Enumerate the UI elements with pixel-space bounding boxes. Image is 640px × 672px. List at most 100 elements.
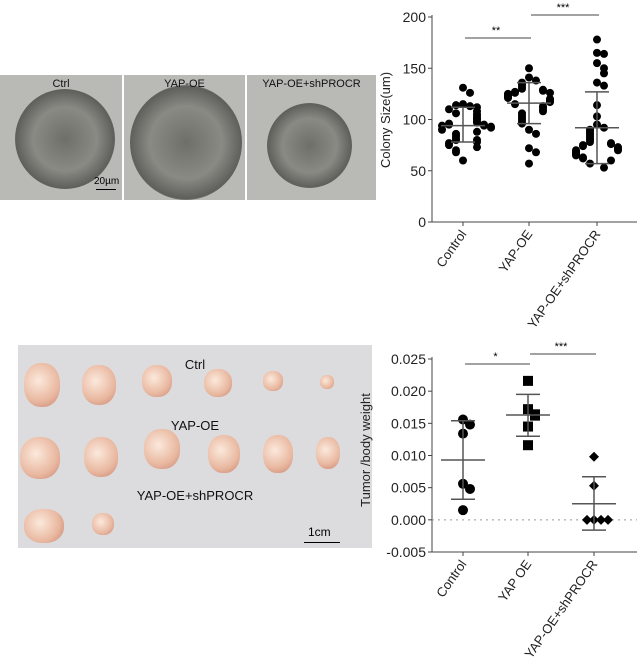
tumor [263, 371, 283, 391]
tumor [316, 437, 340, 469]
data-point [458, 414, 468, 425]
data-point [525, 144, 533, 153]
tumor [208, 435, 240, 473]
data-point [465, 419, 475, 430]
data-point [600, 163, 608, 172]
data-point [603, 514, 613, 525]
data-point [452, 109, 460, 118]
data-point [614, 146, 622, 155]
data-point [607, 140, 615, 149]
tumor [142, 365, 172, 397]
data-point [586, 138, 594, 147]
x-tick-label: YAP-OE+shPROCR [521, 557, 600, 661]
data-point [607, 156, 615, 165]
data-point [525, 125, 533, 134]
photo-yap-oe-shprocr: YAP-OE+shPROCR [247, 75, 376, 200]
y-axis-label: Colony Size(um) [378, 72, 393, 168]
data-point [445, 141, 453, 150]
data-point [593, 35, 601, 44]
scale-bar-label: 20µm [94, 176, 120, 187]
data-point [473, 143, 481, 152]
y-tick-label: 0.005 [391, 480, 426, 496]
y-tick-label: 100 [403, 112, 427, 128]
tumor [20, 437, 60, 479]
y-tick-label: 0 [418, 214, 426, 230]
data-point [523, 440, 533, 451]
x-tick-label: Control [433, 227, 469, 270]
scale-bar [304, 542, 340, 543]
tumor-photo: Ctrl YAP-OE YAP-OE+shPROCR 1cm [18, 345, 372, 548]
x-tick-label: YAP-OE+shPROCR [524, 227, 603, 331]
y-tick-label: 0.010 [391, 448, 426, 464]
data-point [473, 127, 481, 136]
data-point [539, 107, 547, 116]
data-point [525, 64, 533, 73]
tumor [92, 513, 114, 535]
tumor [204, 369, 232, 397]
data-point [452, 101, 460, 110]
data-point [438, 125, 446, 134]
data-point [466, 88, 474, 97]
data-point [459, 156, 467, 165]
colony-photos: Ctrl 20µm YAP-OE YAP-OE+shPROCR [0, 75, 376, 200]
y-tick-label: 0.015 [391, 415, 426, 431]
tumor [24, 509, 64, 543]
photo-ctrl: Ctrl 20µm [0, 75, 122, 200]
tumor [320, 375, 334, 389]
data-point [546, 98, 554, 107]
y-tick-label: 50 [410, 163, 426, 179]
data-point [532, 76, 540, 85]
significance-label: *** [555, 341, 569, 353]
data-point [589, 451, 599, 462]
data-point [459, 83, 467, 92]
tumor [144, 429, 180, 469]
tumor [24, 363, 60, 407]
data-point [593, 59, 601, 68]
data-point [452, 148, 460, 157]
data-point [546, 88, 554, 97]
y-tick-label: 200 [403, 9, 427, 25]
photo-label: YAP-OE [170, 418, 220, 433]
data-point [523, 375, 533, 386]
y-tick-label: 0.020 [391, 383, 426, 399]
data-point [600, 81, 608, 90]
data-point [600, 49, 608, 58]
data-point [532, 129, 540, 138]
y-tick-label: 0.000 [391, 512, 426, 528]
significance-label: ** [492, 25, 501, 37]
colony [130, 85, 242, 200]
data-point [525, 73, 533, 82]
data-point [459, 100, 467, 109]
scale-bar [96, 189, 116, 190]
data-point [532, 148, 540, 157]
data-point [511, 100, 519, 109]
y-axis-label: Tumor /body weight [358, 393, 373, 507]
colony [15, 89, 115, 189]
data-point [600, 69, 608, 78]
y-tick-label: 150 [403, 60, 427, 76]
colony [267, 103, 352, 188]
data-point [539, 86, 547, 95]
data-point [593, 48, 601, 57]
data-point [487, 123, 495, 132]
scale-bar-label: 1cm [308, 525, 331, 539]
photo-label: YAP-OE+shPROCR [262, 78, 361, 90]
data-point [579, 154, 587, 163]
data-point [525, 159, 533, 168]
data-point [504, 93, 512, 102]
y-tick-label: 0.025 [391, 351, 426, 367]
data-point [458, 505, 468, 516]
data-point [518, 84, 526, 93]
data-point [473, 118, 481, 127]
tumor [82, 365, 116, 405]
photo-label: YAP-OE [164, 78, 205, 90]
photo-label: Ctrl [52, 78, 70, 90]
photo-label: YAP-OE+shPROCR [136, 488, 254, 503]
data-point [572, 151, 580, 160]
data-point [596, 514, 606, 525]
x-tick-label: YAP OE [495, 557, 535, 605]
x-tick-label: YAP-OE [496, 227, 536, 275]
x-tick-label: Control [433, 557, 469, 600]
photo-yap-oe: YAP-OE [124, 75, 245, 200]
